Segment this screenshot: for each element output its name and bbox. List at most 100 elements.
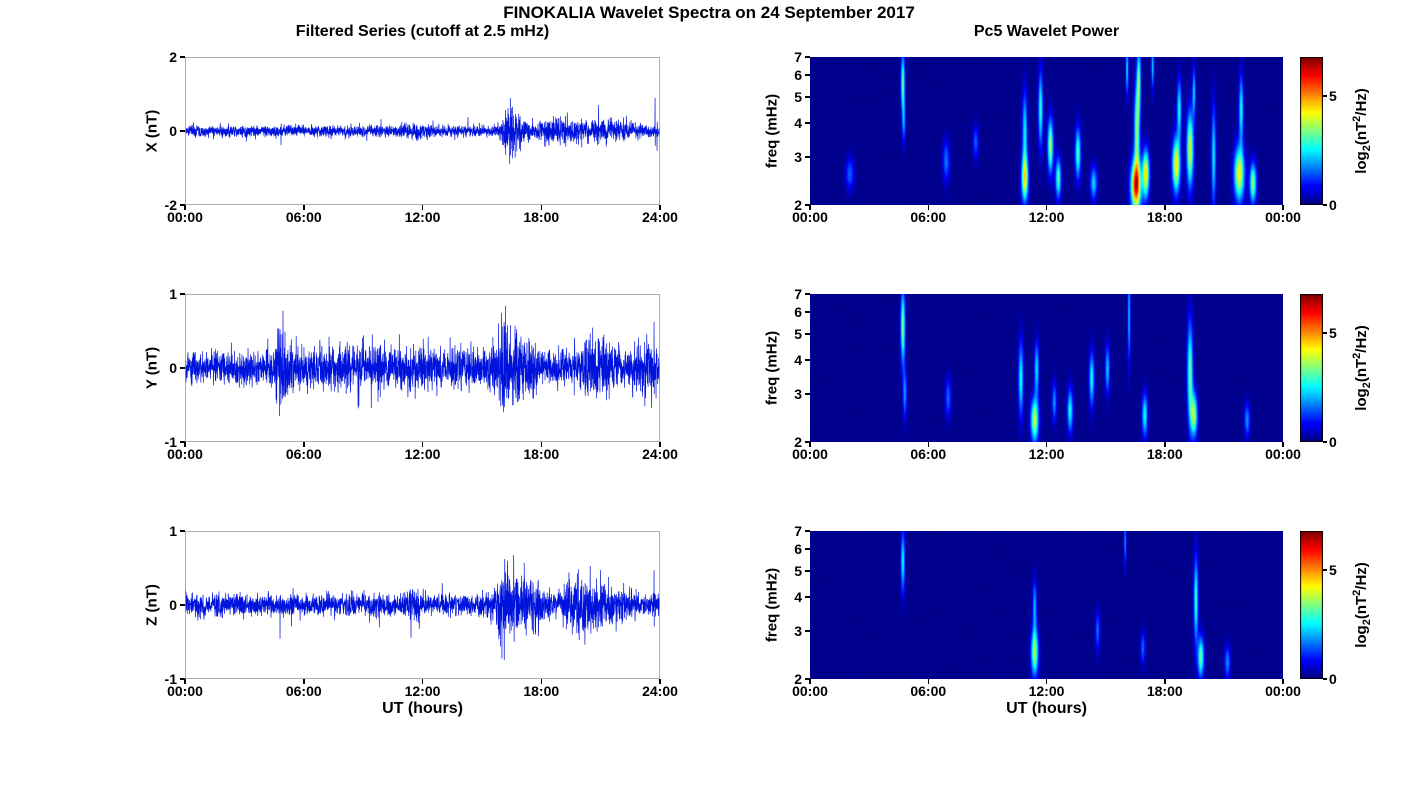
x-tick-label: 00:00	[167, 683, 203, 699]
y-tick-mark	[180, 293, 185, 295]
colorbar-y-gradient	[1300, 294, 1323, 442]
y-tick-label: -1	[164, 434, 177, 450]
x-wavelet-power-panel: freq (mHz) 00:00 06:00 12:00 18:00 00:00 2 3 4 5…	[764, 49, 1301, 225]
x-filtered-series-plot	[185, 57, 660, 205]
colorbar-tick-label: 0	[1329, 671, 1337, 687]
y-tick-mark	[805, 204, 810, 206]
x-series-ylabel: X (nT)	[143, 109, 161, 153]
x-tick-label: 00:00	[1265, 209, 1301, 225]
x-tick-mark	[303, 679, 305, 684]
x-tick-label: 06:00	[910, 683, 947, 699]
x-tick-mark	[1045, 205, 1048, 210]
x-tick-label: 24:00	[642, 683, 678, 699]
y-tick-mark	[180, 441, 185, 443]
x-tick-label: 12:00	[404, 683, 441, 699]
colorbar-tick-mark	[1323, 441, 1327, 443]
x-tick-mark	[659, 679, 661, 684]
y-tick-label: -1	[164, 671, 177, 687]
x-tick-mark	[809, 679, 811, 684]
y-tick-label: 4	[794, 589, 802, 606]
x-tick-label: 00:00	[792, 446, 828, 462]
y-tick-label: 2	[169, 49, 177, 65]
x-tick-mark	[540, 679, 542, 684]
x-tick-label: 12:00	[1028, 446, 1065, 462]
y-tick-label: 4	[794, 115, 802, 132]
y-tick-mark	[180, 130, 185, 132]
colorbar-x-label: log2(nT2/Hz)	[1351, 88, 1373, 174]
y-tick-label: 0	[169, 360, 177, 376]
x-tick-mark	[303, 442, 305, 447]
x-tick-label: 18:00	[1146, 446, 1183, 462]
figure-title: FINOKALIA Wavelet Spectra on 24 Septembe…	[503, 3, 915, 22]
y-wavelet-ylabel: freq (mHz)	[763, 330, 781, 406]
left-column-title: Filtered Series (cutoff at 2.5 mHz)	[295, 23, 550, 40]
y-tick-mark	[805, 359, 810, 361]
y-tick-mark	[805, 333, 810, 335]
colorbar-tick-label: 5	[1329, 562, 1337, 579]
x-tick-mark	[659, 205, 661, 210]
x-tick-label: 12:00	[1028, 209, 1065, 225]
y-tick-label: 5	[794, 88, 802, 105]
x-tick-label: 18:00	[523, 683, 560, 699]
x-tick-mark	[1045, 442, 1048, 447]
x-tick-label: 18:00	[1146, 683, 1183, 699]
x-tick-mark	[540, 442, 542, 447]
y-tick-mark	[805, 570, 810, 572]
y-tick-mark	[805, 678, 810, 680]
y-tick-label: 6	[794, 541, 802, 558]
y-tick-label: 2	[794, 197, 802, 213]
x-tick-mark	[927, 205, 929, 210]
colorbar-tick-label: 5	[1329, 88, 1337, 105]
x-tick-label: 00:00	[1265, 446, 1301, 462]
x-tick-label: 12:00	[1028, 683, 1065, 699]
y-tick-label: 3	[794, 623, 802, 640]
x-tick-mark	[1282, 205, 1284, 210]
y-tick-label: 7	[794, 523, 802, 539]
x-tick-mark	[303, 205, 305, 210]
x-tick-mark	[421, 205, 424, 210]
y-tick-mark	[805, 74, 810, 76]
y-tick-mark	[180, 204, 185, 206]
x-tick-mark	[1282, 442, 1284, 447]
x-tick-label: 00:00	[1265, 683, 1301, 699]
colorbar-x: log2(nT2/Hz) 0 5	[1300, 57, 1373, 213]
colorbar-y-label: log2(nT2/Hz)	[1351, 325, 1373, 411]
y-wavelet-power-spectrogram	[810, 294, 1283, 442]
y-tick-mark	[805, 311, 810, 313]
colorbar-tick-label: 0	[1329, 434, 1337, 450]
y-tick-mark	[805, 596, 810, 598]
y-tick-label: 1	[169, 286, 177, 302]
colorbar-tick-mark	[1323, 204, 1327, 206]
x-tick-mark	[540, 205, 542, 210]
x-tick-label: 00:00	[792, 683, 828, 699]
y-tick-label: 5	[794, 325, 802, 342]
x-filtered-series-panel: X (nT) 00:00 06:00 12:00 18:00 24:00 -2 0 2	[144, 49, 678, 225]
y-tick-mark	[180, 367, 185, 369]
y-tick-mark	[805, 630, 810, 632]
x-tick-mark	[1282, 679, 1284, 684]
x-tick-label: 00:00	[792, 209, 828, 225]
y-tick-mark	[805, 122, 810, 124]
y-tick-label: 1	[169, 523, 177, 539]
colorbar-y: log2(nT2/Hz) 0 5	[1300, 294, 1373, 450]
x-tick-label: 06:00	[910, 446, 947, 462]
x-tick-label: 06:00	[285, 683, 322, 699]
y-tick-mark	[805, 293, 810, 295]
colorbar-tick-label: 5	[1329, 325, 1337, 342]
y-tick-label: 2	[794, 671, 802, 687]
x-wavelet-ylabel: freq (mHz)	[763, 93, 781, 169]
z-filtered-series-panel: Z (nT) 00:00 06:00 12:00 18:00 24:00 -1 0 1	[144, 523, 678, 699]
x-tick-mark	[184, 205, 186, 210]
y-tick-mark	[805, 156, 810, 158]
x-tick-mark	[927, 679, 929, 684]
x-tick-mark	[1045, 679, 1048, 684]
right-xaxis-label: UT (hours)	[1006, 700, 1087, 717]
x-tick-mark	[421, 679, 424, 684]
z-filtered-series-plot	[185, 531, 660, 679]
x-tick-label: 12:00	[404, 209, 441, 225]
y-tick-mark	[180, 530, 185, 532]
y-series-ylabel: Y (nT)	[143, 346, 161, 390]
y-tick-label: -2	[164, 197, 177, 213]
x-tick-mark	[809, 442, 811, 447]
